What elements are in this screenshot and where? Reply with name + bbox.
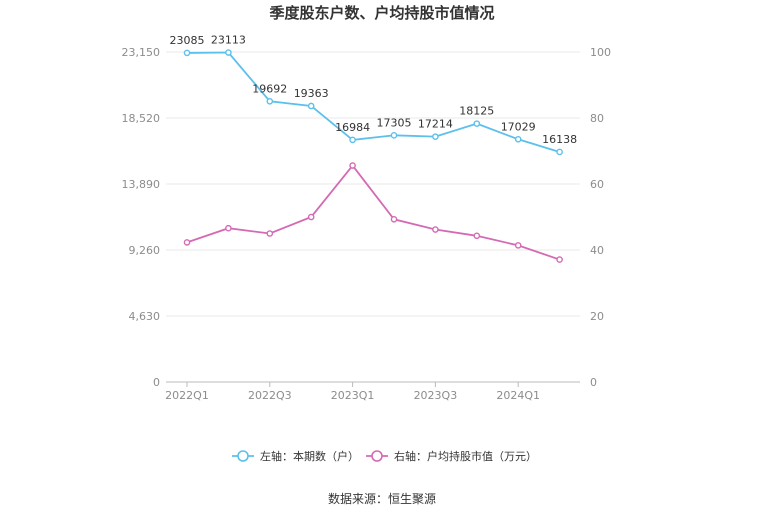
legend-marker xyxy=(371,450,383,462)
data-point[interactable] xyxy=(225,224,232,232)
x-axis-tick-label: 2023Q3 xyxy=(414,389,458,402)
right-axis-tick-label: 80 xyxy=(590,112,604,125)
legend-item-2[interactable]: 右轴：户均持股市值（万元） xyxy=(366,449,537,463)
data-label: 16984 xyxy=(335,121,370,134)
legend[interactable]: 左轴：本期数（户） 右轴：户均持股市值（万元） xyxy=(232,449,537,463)
data-point[interactable] xyxy=(556,256,563,263)
data-point[interactable] xyxy=(225,49,232,56)
x-axis-tick-label: 2024Q1 xyxy=(496,389,540,402)
right-axis-tick-label: 100 xyxy=(590,46,611,59)
data-point[interactable] xyxy=(514,135,522,143)
data-point[interactable] xyxy=(432,133,439,140)
chart-title: 季度股东户数、户均持股市值情况 xyxy=(269,4,494,22)
right-axis-tick-label: 20 xyxy=(590,310,604,323)
x-axis-tick-label: 2022Q3 xyxy=(248,389,292,402)
data-point[interactable] xyxy=(307,102,315,110)
data-label: 18125 xyxy=(459,105,494,118)
series-line-2 xyxy=(186,164,560,261)
data-point[interactable] xyxy=(266,97,274,105)
left-axis-tick-label: 4,630 xyxy=(129,310,161,323)
x-axis-tick-label: 2023Q1 xyxy=(331,389,375,402)
left-axis-tick-label: 23,150 xyxy=(122,46,161,59)
data-label: 19692 xyxy=(252,82,287,95)
data-label: 19363 xyxy=(294,87,329,100)
data-point[interactable] xyxy=(349,136,356,144)
series-line-1 xyxy=(186,51,560,153)
data-label: 16138 xyxy=(542,133,577,146)
data-point[interactable] xyxy=(514,242,522,249)
data-point[interactable] xyxy=(390,216,398,223)
legend-label: 右轴：户均持股市值（万元） xyxy=(394,449,537,463)
source-note: 数据来源：恒生聚源 xyxy=(328,491,436,506)
data-point[interactable] xyxy=(473,232,481,240)
data-label: 23113 xyxy=(211,34,246,47)
left-axis-tick-label: 13,890 xyxy=(122,178,161,191)
right-axis-tick-label: 40 xyxy=(590,244,604,257)
data-point[interactable] xyxy=(183,49,191,57)
legend-label: 左轴：本期数（户） xyxy=(260,449,359,463)
data-label: 17305 xyxy=(377,116,412,129)
data-point[interactable] xyxy=(473,120,481,127)
data-point[interactable] xyxy=(307,213,315,221)
data-point[interactable] xyxy=(266,230,274,237)
legend-item-1[interactable]: 左轴：本期数（户） xyxy=(232,449,359,463)
right-axis-tick-label: 60 xyxy=(590,178,604,191)
data-point[interactable] xyxy=(183,239,191,246)
left-axis-tick-label: 18,520 xyxy=(122,112,161,125)
data-point[interactable] xyxy=(390,132,398,139)
data-label: 23085 xyxy=(170,34,205,47)
grid-lines xyxy=(166,51,580,317)
left-axis-tick-label: 0 xyxy=(153,376,160,389)
axes: 0 4,630 9,260 13,890 18,520 23,150 0 20 40 60 80 10… xyxy=(122,46,612,402)
data-label: 17214 xyxy=(418,118,453,131)
data-label: 17029 xyxy=(501,120,536,133)
legend-marker xyxy=(237,450,249,462)
series-layer: 23085 23113 19692 19363 16984 17305 17214 18125… xyxy=(170,34,577,263)
left-axis-tick-label: 9,260 xyxy=(129,244,161,257)
data-point[interactable] xyxy=(556,148,563,156)
right-axis-tick-label: 0 xyxy=(590,376,597,389)
data-point[interactable] xyxy=(349,162,356,169)
x-axis-tick-label: 2022Q1 xyxy=(165,389,209,402)
data-point[interactable] xyxy=(432,226,439,233)
